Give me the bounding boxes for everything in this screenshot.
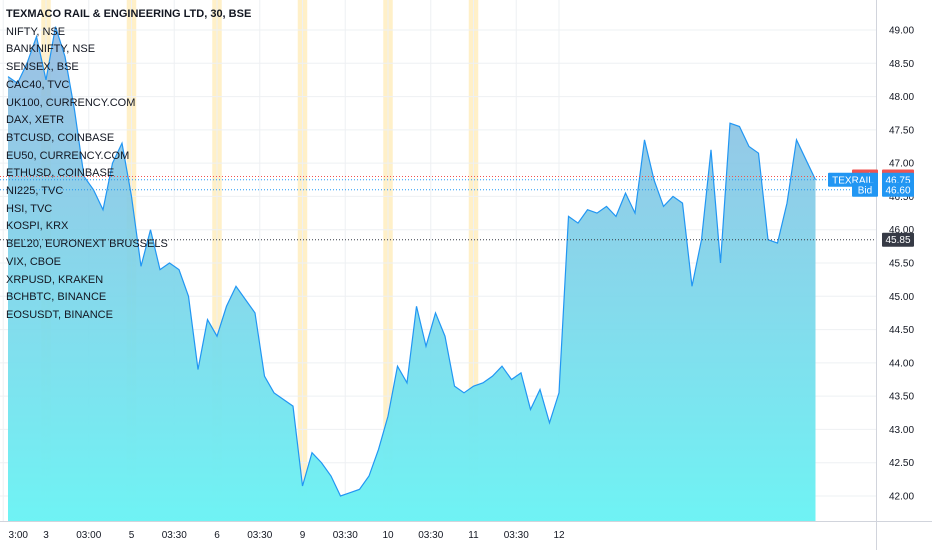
price-name-label: Bid <box>858 185 872 196</box>
legend-symbol[interactable]: UK100, CURRENCY.COM <box>6 96 136 109</box>
legend-symbol[interactable]: DAX, XETR <box>6 114 65 127</box>
x-tick-label: 03:30 <box>333 530 358 541</box>
x-tick-label: 03:00 <box>76 530 101 541</box>
y-tick-label: 46.50 <box>889 192 914 203</box>
x-tick-label: 11 <box>468 530 479 541</box>
legend-symbol[interactable]: XRPUSD, KRAKEN <box>6 273 104 286</box>
legend-symbol[interactable]: HSI, TVC <box>6 202 53 215</box>
y-tick-label: 45.00 <box>889 292 914 303</box>
legend-symbol[interactable]: BCHBTC, BINANCE <box>6 291 107 304</box>
price-value-label: 46.75 <box>885 175 910 186</box>
legend-symbol[interactable]: NIFTY, NSE <box>6 25 66 38</box>
price-value-tag <box>882 182 914 197</box>
legend-symbol[interactable]: NI225, TVC <box>6 185 64 198</box>
legend-symbol[interactable]: VIX, CBOE <box>6 255 62 268</box>
x-tick-label: 5 <box>129 530 135 541</box>
price-value-label: 45.85 <box>885 235 910 246</box>
y-tick-label: 44.00 <box>889 358 914 369</box>
legend-symbol[interactable]: BEL20, EURONEXT BRUSSELS <box>6 238 168 251</box>
symbol-legend: TEXMACO RAIL & ENGINEERING LTD, 30, BSE … <box>6 6 251 325</box>
legend-symbol[interactable]: BANKNIFTY, NSE <box>6 43 96 56</box>
chart-title: TEXMACO RAIL & ENGINEERING LTD, 30, BSE <box>6 8 252 20</box>
price-line[interactable] <box>7 26 817 497</box>
x-tick-label: 3:00 <box>9 530 29 541</box>
x-tick-label: 12 <box>553 530 565 541</box>
y-tick-label: 42.00 <box>889 492 914 503</box>
price-value-tag <box>882 232 914 247</box>
price-name-tag <box>852 182 878 197</box>
y-tick-label: 47.00 <box>889 159 914 170</box>
price-name-label: TEXRAIL <box>832 175 874 186</box>
y-tick-label: 48.50 <box>889 59 914 70</box>
x-tick-label: 03:30 <box>504 530 529 541</box>
legend-symbol[interactable]: SENSEX, BSE <box>6 61 79 74</box>
x-tick-label: 03:30 <box>247 530 272 541</box>
x-tick-label: 03:30 <box>162 530 187 541</box>
legend-symbol[interactable]: EOSUSDT, BINANCE <box>6 308 113 321</box>
x-tick-label: 10 <box>382 530 394 541</box>
x-tick-label: 9 <box>300 530 306 541</box>
y-tick-label: 42.50 <box>889 458 914 469</box>
y-tick-label: 43.50 <box>889 392 914 403</box>
y-tick-label: 43.00 <box>889 425 914 436</box>
y-tick-label: 48.00 <box>889 92 914 103</box>
y-tick-label: 45.50 <box>889 259 914 270</box>
x-tick-label: 6 <box>214 530 220 541</box>
legend-symbol[interactable]: CAC40, TVC <box>6 78 70 91</box>
x-tick-label: 3 <box>43 530 49 541</box>
y-tick-label: 44.50 <box>889 325 914 336</box>
x-tick-label: 03:30 <box>418 530 443 541</box>
y-tick-label: 47.50 <box>889 125 914 136</box>
legend-symbol[interactable]: BTCUSD, COINBASE <box>6 131 115 144</box>
price-area <box>8 26 816 522</box>
price-value-label: 46.60 <box>885 185 910 196</box>
y-tick-label: 49.00 <box>889 26 914 37</box>
legend-symbol[interactable]: ETHUSD, COINBASE <box>6 167 115 180</box>
legend-symbol[interactable]: EU50, CURRENCY.COM <box>6 149 130 162</box>
legend-symbol[interactable]: KOSPI, KRX <box>6 220 69 233</box>
y-tick-label: 46.00 <box>889 225 914 236</box>
